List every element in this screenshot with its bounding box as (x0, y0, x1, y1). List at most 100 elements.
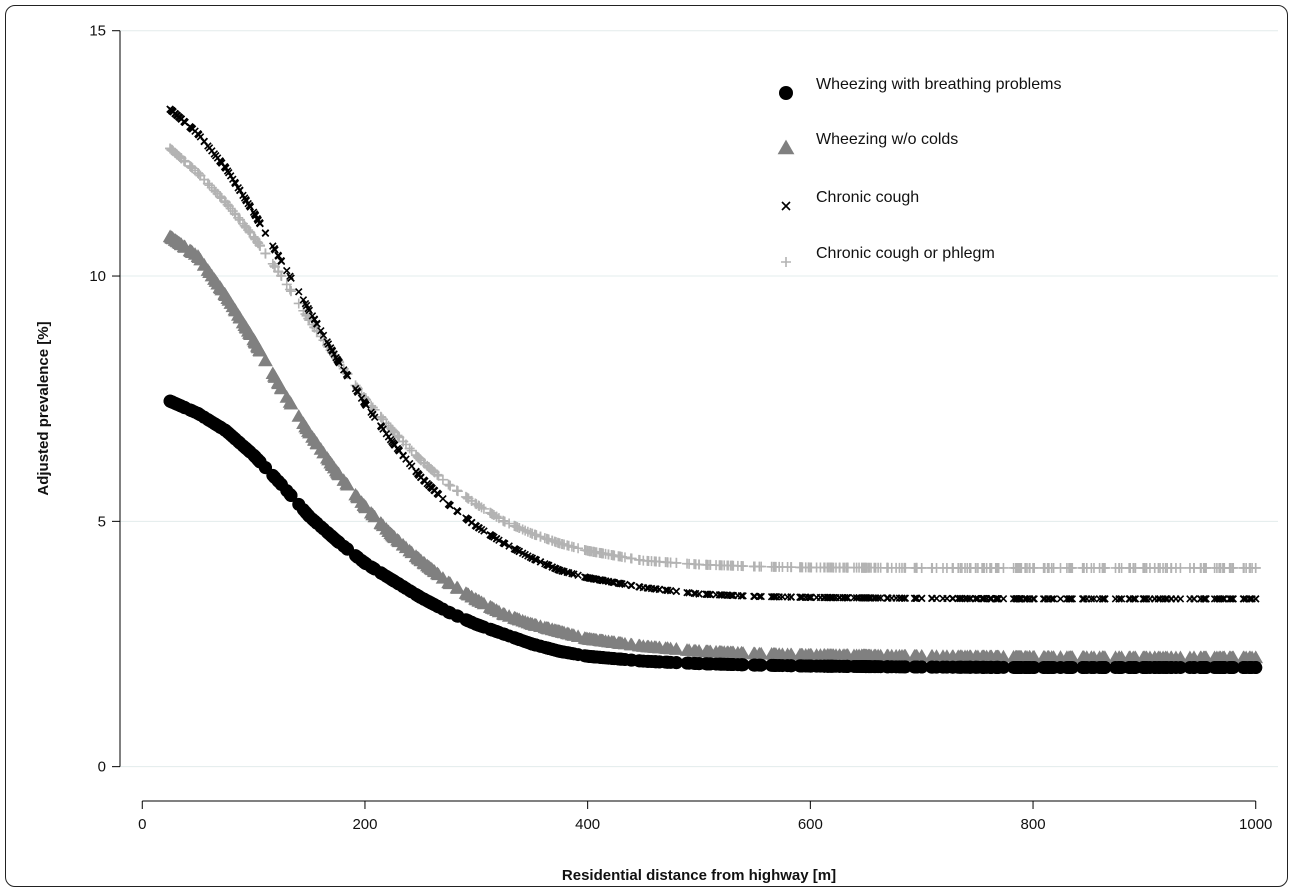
data-point (243, 327, 258, 340)
data-point (774, 561, 785, 572)
data-point (273, 266, 284, 277)
data-point (607, 578, 616, 586)
data-point (1197, 595, 1205, 603)
data-point (1213, 595, 1221, 603)
data-point (1015, 595, 1024, 603)
data-point (515, 547, 524, 556)
series-plus (165, 143, 1261, 573)
data-point (261, 229, 270, 237)
data-point (319, 331, 328, 340)
data-point (594, 547, 605, 558)
data-point (647, 584, 656, 593)
data-point (880, 648, 896, 662)
data-point (379, 569, 393, 583)
data-point (669, 656, 683, 670)
data-point (1251, 595, 1260, 603)
data-point (231, 178, 239, 187)
data-point (909, 649, 925, 662)
legend-marker (781, 257, 791, 267)
data-point (432, 469, 443, 480)
data-point (399, 451, 408, 460)
data-point (487, 509, 498, 520)
data-point (446, 501, 454, 510)
data-point (573, 543, 584, 554)
data-point (1193, 650, 1209, 664)
data-point (689, 559, 700, 570)
data-point (633, 654, 647, 668)
data-point (972, 594, 980, 603)
data-point (431, 567, 446, 581)
data-point (769, 592, 778, 601)
data-point (360, 398, 368, 407)
data-point (388, 426, 399, 437)
data-point (182, 243, 198, 257)
data-point (420, 477, 429, 485)
data-point (1067, 595, 1075, 603)
data-point (1170, 562, 1181, 573)
data-point (269, 260, 280, 271)
data-point (390, 441, 399, 449)
data-point (898, 594, 906, 602)
data-point (1242, 595, 1250, 603)
data-point (363, 505, 379, 519)
data-point (501, 609, 517, 622)
data-point (587, 574, 596, 583)
data-point (357, 394, 366, 402)
data-point (954, 594, 962, 603)
data-point (464, 589, 480, 603)
data-point (231, 435, 245, 449)
data-point (163, 394, 177, 408)
data-point (419, 458, 430, 469)
data-point (1024, 562, 1035, 573)
data-point (210, 276, 225, 290)
data-point (402, 543, 417, 557)
data-point (937, 562, 948, 573)
data-point (867, 594, 875, 602)
x-tick-label: 600 (798, 816, 823, 833)
data-point (250, 210, 259, 218)
data-point (1168, 650, 1184, 664)
data-point (258, 353, 273, 366)
data-point (683, 588, 691, 597)
data-point (510, 545, 519, 553)
data-point (1086, 562, 1097, 573)
data-point (618, 580, 626, 588)
data-point (231, 308, 246, 321)
data-point (214, 191, 225, 202)
data-point (910, 660, 924, 674)
y-tick-label: 10 (89, 268, 106, 285)
legend-label: Chronic cough (816, 189, 919, 206)
data-point (586, 546, 597, 557)
data-point (219, 196, 230, 207)
data-point (413, 469, 422, 478)
data-point (349, 489, 365, 503)
data-point (220, 162, 229, 171)
data-point (1217, 661, 1231, 675)
data-point (757, 592, 765, 601)
data-point (793, 659, 807, 673)
series-triangle (162, 229, 1263, 664)
data-point (884, 594, 892, 602)
data-point (1139, 562, 1150, 573)
data-point (842, 562, 853, 573)
data-point (771, 647, 787, 660)
x-tick-label: 0 (138, 816, 146, 833)
x-tick-label: 800 (1021, 816, 1046, 833)
data-point (165, 143, 176, 154)
data-point (234, 184, 242, 192)
data-point (252, 343, 268, 357)
data-point (223, 296, 238, 309)
data-point (1087, 595, 1096, 603)
data-point (625, 553, 636, 564)
data-point (253, 238, 264, 249)
data-point (627, 581, 635, 590)
data-point (1078, 595, 1087, 603)
data-point (924, 649, 939, 662)
data-point (816, 648, 832, 661)
data-point (616, 551, 627, 562)
data-point (208, 147, 216, 155)
data-point (1025, 595, 1034, 603)
data-point (784, 659, 798, 673)
data-point (528, 638, 542, 652)
data-point (307, 433, 322, 446)
